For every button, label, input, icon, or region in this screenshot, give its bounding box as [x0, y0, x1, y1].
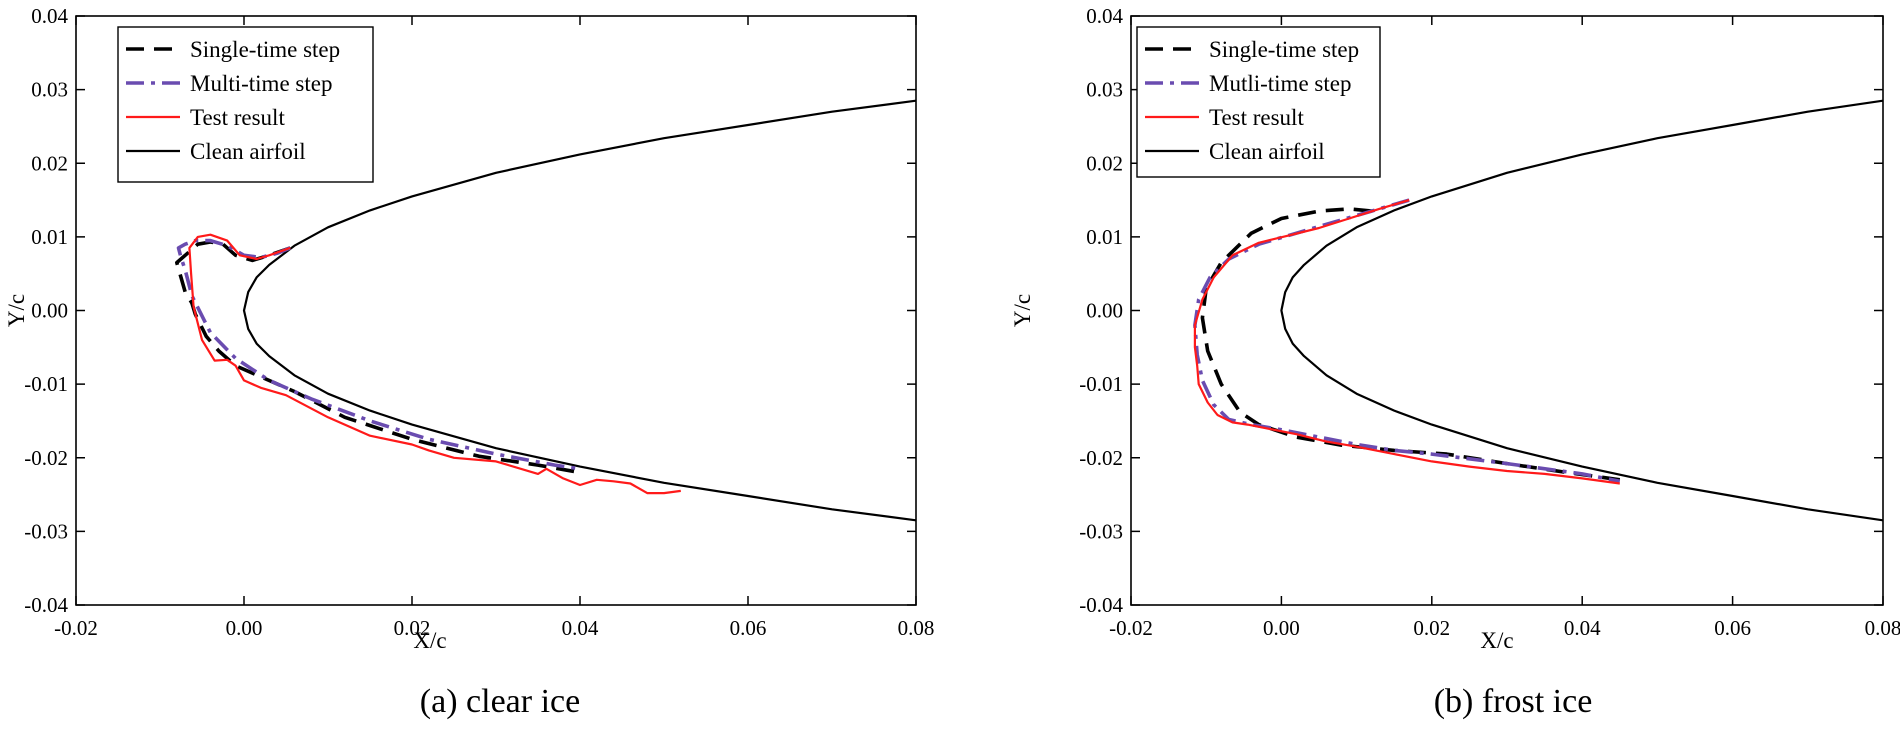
x-tick-label: 0.00: [1263, 616, 1300, 640]
y-tick-label: 0.00: [31, 299, 68, 323]
legend-label-single-time-step: Single-time step: [190, 37, 340, 62]
series-line-test-result: [1193, 199, 1620, 485]
y-tick-label: 0.04: [31, 4, 68, 28]
x-tick-label: -0.02: [54, 616, 98, 640]
series-line-single-time-step: [175, 240, 581, 475]
x-tick-label: 0.04: [1564, 616, 1601, 640]
panel-caption: (b) frost ice: [1434, 683, 1593, 720]
x-tick-label: 0.06: [1714, 616, 1751, 640]
series-line-mutli-time-step: [1193, 198, 1621, 484]
panel-caption: (a) clear ice: [420, 683, 580, 720]
y-tick-label: 0.03: [31, 78, 68, 102]
series-line-test-result: [188, 233, 681, 495]
legend-label-mutli-time-step: Mutli-time step: [1209, 71, 1351, 96]
legend-label-test-result: Test result: [1209, 105, 1304, 130]
y-tick-label: -0.01: [1079, 372, 1123, 396]
x-tick-label: 0.08: [898, 616, 935, 640]
y-tick-label: 0.02: [1086, 151, 1123, 175]
y-tick-label: -0.03: [24, 519, 68, 543]
x-tick-label: 0.00: [226, 616, 263, 640]
x-tick-label: 0.08: [1865, 616, 1900, 640]
series-line-single-time-step: [1200, 207, 1621, 482]
y-axis-title: Y/c: [4, 294, 29, 327]
legend-label-multi-time-step: Multi-time step: [190, 71, 332, 96]
series-line-multi-time-step: [176, 238, 581, 471]
series-line-clean-airfoil: [242, 99, 916, 522]
y-tick-label: 0.04: [1086, 4, 1123, 28]
y-tick-label: -0.02: [1079, 446, 1123, 470]
series-line-clean-airfoil: [1280, 99, 1883, 522]
y-tick-label: 0.03: [1086, 78, 1123, 102]
legend-label-clean-airfoil: Clean airfoil: [190, 139, 306, 164]
legend: Single-time step Mutli-time step Test resu…: [1136, 26, 1381, 178]
y-tick-label: -0.04: [24, 593, 68, 617]
legend-box: [117, 26, 374, 183]
legend-label-single-time-step: Single-time step: [1209, 37, 1359, 62]
x-axis-title: X/c: [1480, 628, 1513, 653]
x-tick-label: 0.06: [730, 616, 767, 640]
legend-label-test-result: Test result: [190, 105, 285, 130]
y-tick-label: 0.01: [1086, 225, 1123, 249]
legend: Single-time step Multi-time step Test resu…: [117, 26, 374, 183]
x-tick-label: 0.02: [1413, 616, 1450, 640]
y-tick-label: 0.00: [1086, 299, 1123, 323]
x-tick-label: -0.02: [1109, 616, 1153, 640]
y-tick-label: 0.02: [31, 151, 68, 175]
x-tick-label: 0.04: [562, 616, 599, 640]
y-tick-label: -0.04: [1079, 593, 1123, 617]
y-axis-title: Y/c: [1010, 294, 1035, 327]
y-tick-label: -0.01: [24, 372, 68, 396]
y-tick-label: 0.01: [31, 225, 68, 249]
y-tick-label: -0.02: [24, 446, 68, 470]
legend-label-clean-airfoil: Clean airfoil: [1209, 139, 1325, 164]
x-tick-label: 0.02: [394, 616, 431, 640]
chart-panel-b: -0.02 0.00 0.02 0.04 0.06 0.08 0.04 0.03 0.02 0.0…: [1010, 4, 1900, 720]
x-axis-title: X/c: [413, 628, 446, 653]
y-tick-label: -0.03: [1079, 519, 1123, 543]
chart-panel-a: -0.02 0.00 0.02 0.04 0.06 0.08 0.04 0.03 0.02 0.0…: [4, 4, 934, 720]
